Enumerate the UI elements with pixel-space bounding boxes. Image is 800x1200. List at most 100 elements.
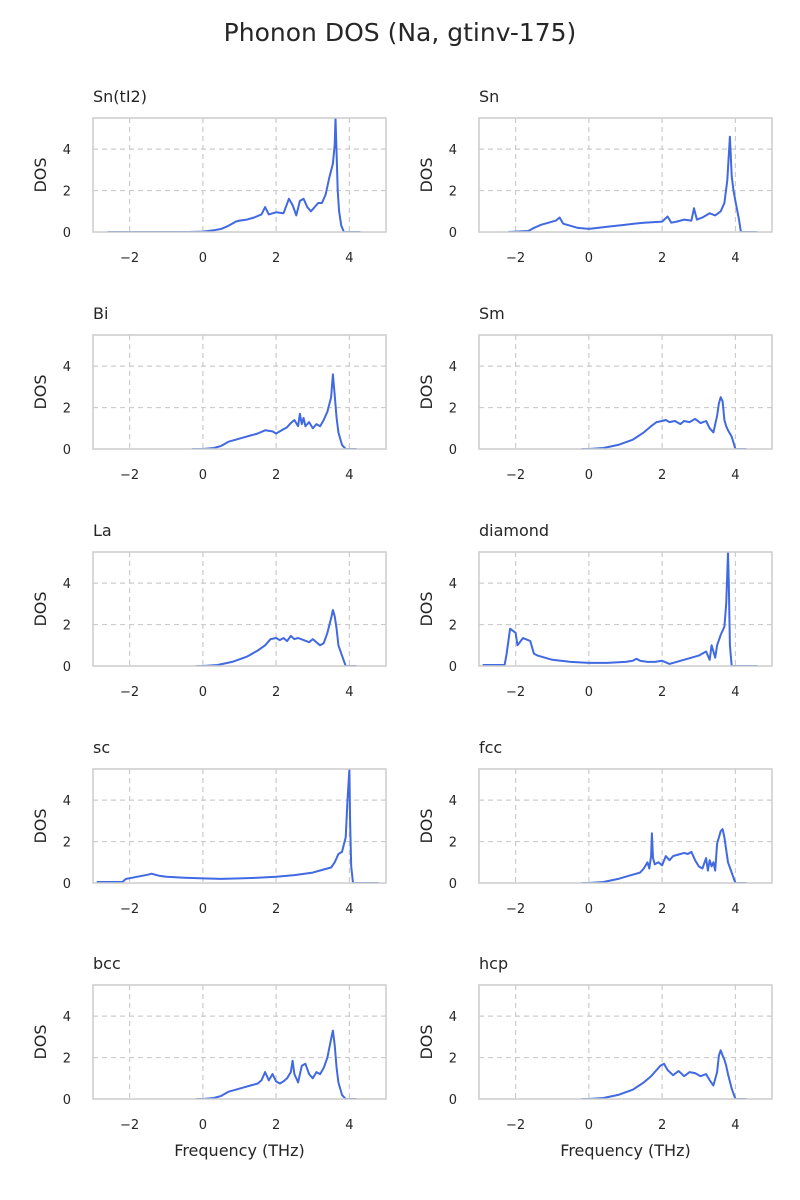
x-tick-label: 2: [272, 468, 280, 483]
x-tick-label: 0: [199, 1118, 207, 1133]
axes-frame: [92, 334, 387, 450]
x-tick-label: 2: [272, 685, 280, 700]
y-tick-label: 2: [449, 402, 457, 417]
x-tick-label: 0: [585, 251, 593, 266]
x-tick-label: −2: [506, 468, 525, 483]
x-tick-label: 0: [199, 685, 207, 700]
y-tick-label: 0: [63, 443, 71, 458]
y-tick-label: 4: [63, 794, 71, 809]
y-tick-label: 2: [449, 1052, 457, 1067]
panel-title: hcp: [479, 954, 508, 973]
dos-line: [195, 1029, 357, 1099]
y-tick-label: 2: [63, 1052, 71, 1067]
y-axis-label: DOS: [417, 374, 436, 409]
y-axis-label: DOS: [417, 808, 436, 843]
panel-hcp: hcp 0 2 4 DOS −2 0 2 4 Frequency (THz): [417, 954, 773, 1160]
dos-line: [107, 118, 361, 232]
panel-sc: sc 0 2 4 DOS −2 0 2 4: [31, 738, 387, 917]
figure-title: Phonon DOS (Na, gtinv-175): [223, 18, 577, 47]
y-tick-label: 4: [449, 143, 457, 158]
x-tick-label: −2: [506, 251, 525, 266]
dos-line: [508, 135, 758, 232]
x-tick-label: −2: [506, 685, 525, 700]
panel-title: bcc: [93, 954, 121, 973]
y-tick-label: 4: [449, 360, 457, 375]
x-tick-label: 4: [731, 468, 739, 483]
dos-line: [482, 552, 758, 666]
y-axis-label: DOS: [417, 591, 436, 626]
panel-title: diamond: [479, 521, 549, 540]
x-tick-label: −2: [120, 251, 139, 266]
y-tick-label: 0: [63, 877, 71, 892]
y-axis-label: DOS: [31, 808, 50, 843]
dos-line: [96, 769, 379, 883]
y-axis-label: DOS: [31, 1024, 50, 1059]
x-tick-label: 2: [272, 902, 280, 917]
x-tick-label: 4: [345, 902, 353, 917]
panel-fcc: fcc 0 2 4 DOS −2 0 2 4: [417, 738, 773, 917]
panel-title: fcc: [479, 738, 502, 757]
x-tick-label: 2: [658, 468, 666, 483]
y-tick-label: 0: [449, 1093, 457, 1108]
axes-frame: [92, 984, 387, 1100]
panel-title: sc: [93, 738, 110, 757]
y-tick-label: 4: [63, 1010, 71, 1025]
dos-line: [581, 396, 747, 449]
panel-sn-ti2-: Sn(tI2) 0 2 4 DOS −2 0 2 4: [31, 87, 387, 266]
y-tick-label: 4: [63, 143, 71, 158]
x-tick-label: 2: [658, 251, 666, 266]
x-tick-label: 2: [272, 251, 280, 266]
panel-bi: Bi 0 2 4 DOS −2 0 2 4: [31, 304, 387, 483]
panel-title: Sn: [479, 87, 499, 106]
y-axis-label: DOS: [31, 374, 50, 409]
y-tick-label: 2: [63, 619, 71, 634]
x-tick-label: 4: [345, 251, 353, 266]
y-tick-label: 0: [449, 226, 457, 241]
axes-frame: [92, 551, 387, 667]
x-tick-label: 4: [345, 1118, 353, 1133]
y-tick-label: 2: [449, 185, 457, 200]
axes-frame: [92, 768, 387, 884]
axes-frame: [478, 768, 773, 884]
x-tick-label: −2: [120, 685, 139, 700]
x-tick-label: 4: [731, 1118, 739, 1133]
x-tick-label: −2: [506, 1118, 525, 1133]
x-tick-label: 0: [199, 251, 207, 266]
x-tick-label: 0: [585, 685, 593, 700]
x-tick-label: −2: [120, 1118, 139, 1133]
axes-frame: [478, 984, 773, 1100]
y-tick-label: 4: [449, 794, 457, 809]
x-tick-label: 4: [345, 685, 353, 700]
axes-frame: [478, 551, 773, 667]
x-tick-label: 0: [199, 902, 207, 917]
x-tick-label: −2: [506, 902, 525, 917]
y-tick-label: 0: [449, 877, 457, 892]
y-tick-label: 4: [63, 360, 71, 375]
x-tick-label: 0: [585, 468, 593, 483]
x-tick-label: 0: [585, 1118, 593, 1133]
y-tick-label: 2: [449, 836, 457, 851]
x-tick-label: 4: [345, 468, 353, 483]
x-tick-label: 2: [272, 1118, 280, 1133]
dos-line: [581, 1049, 747, 1099]
y-tick-label: 0: [449, 660, 457, 675]
y-tick-label: 4: [449, 1010, 457, 1025]
y-tick-label: 2: [63, 836, 71, 851]
dos-line: [191, 373, 357, 449]
panel-title: La: [93, 521, 112, 540]
x-axis-label: Frequency (THz): [174, 1141, 304, 1160]
y-tick-label: 2: [449, 619, 457, 634]
panel-la: La 0 2 4 DOS −2 0 2 4: [31, 521, 387, 700]
panel-bcc: bcc 0 2 4 DOS −2 0 2 4 Frequency (THz): [31, 954, 387, 1160]
y-axis-label: DOS: [417, 157, 436, 192]
y-tick-label: 0: [63, 660, 71, 675]
y-axis-label: DOS: [31, 591, 50, 626]
axes-frame: [478, 334, 773, 450]
y-tick-label: 0: [449, 443, 457, 458]
y-tick-label: 0: [63, 1093, 71, 1108]
x-tick-label: 4: [731, 902, 739, 917]
y-tick-label: 4: [63, 577, 71, 592]
x-tick-label: 2: [658, 685, 666, 700]
x-tick-label: 2: [658, 1118, 666, 1133]
panel-sm: Sm 0 2 4 DOS −2 0 2 4: [417, 304, 773, 483]
